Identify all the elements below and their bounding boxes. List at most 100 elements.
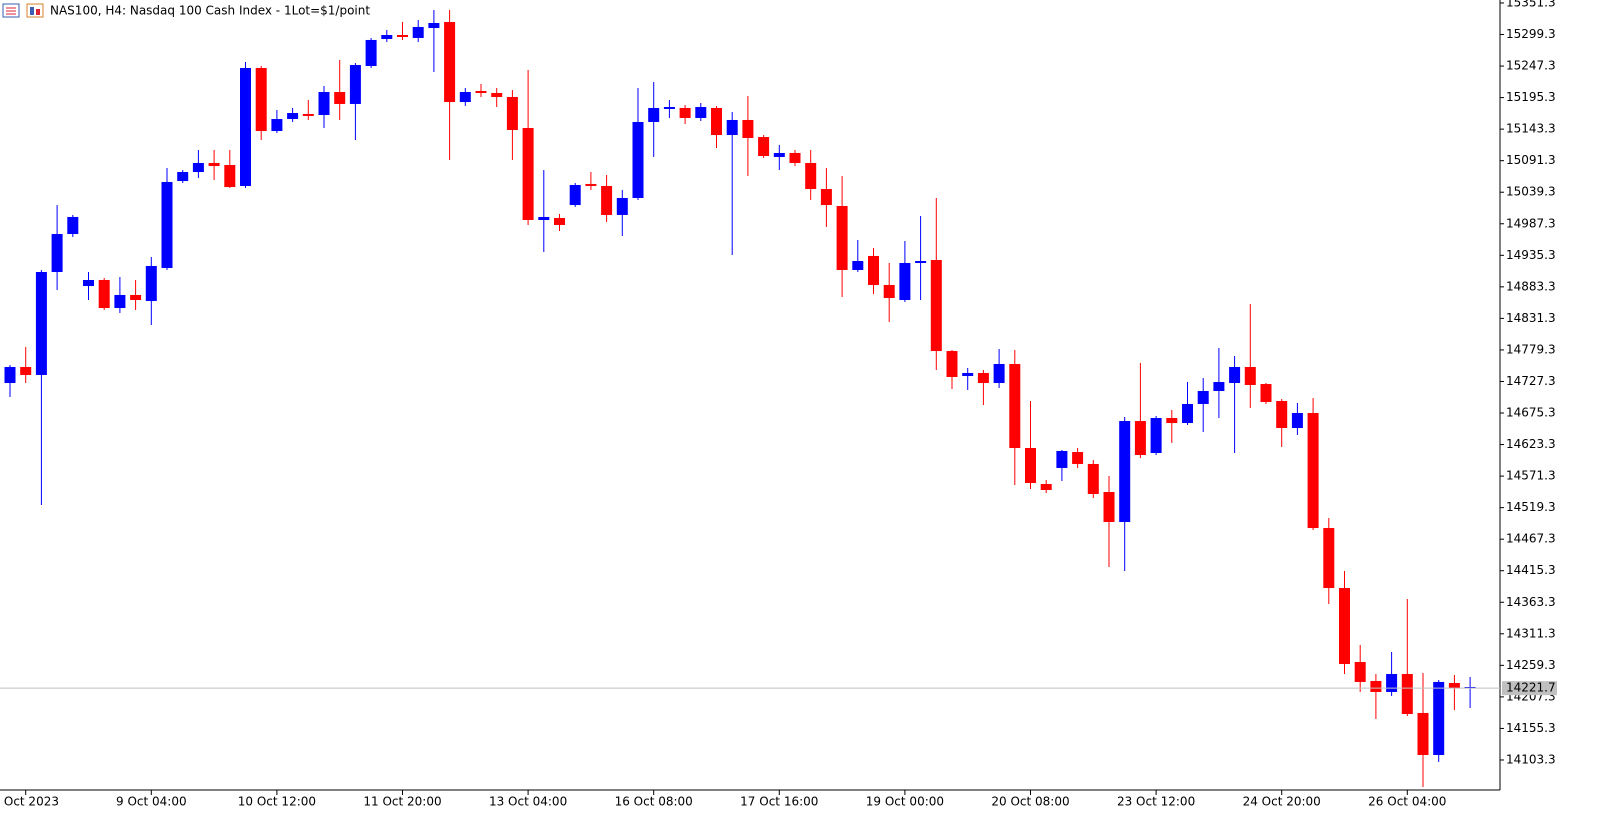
y-tick-label: 14259.3	[1506, 658, 1556, 672]
candle-body	[711, 107, 722, 136]
candle-body	[1354, 662, 1366, 682]
candle-body	[114, 294, 126, 309]
candle-body	[208, 162, 220, 167]
y-tick-label: 14519.3	[1506, 500, 1556, 514]
candle-body	[758, 137, 770, 157]
candle-body	[695, 106, 707, 118]
chart-icon	[2, 3, 44, 18]
y-tick-label: 15195.3	[1506, 90, 1556, 104]
candle-body	[381, 34, 393, 40]
candle-body	[852, 261, 864, 270]
candle-body	[569, 185, 581, 206]
chart-title: NAS100, H4: Nasdaq 100 Cash Index - 1Lot…	[50, 4, 370, 18]
candle-body	[820, 189, 832, 206]
y-tick-label: 14311.3	[1506, 626, 1556, 640]
x-tick-label: 13 Oct 04:00	[489, 795, 567, 809]
icon-bar	[36, 9, 40, 15]
y-tick-label: 14831.3	[1506, 311, 1556, 325]
candle-body	[1276, 401, 1288, 428]
candle-body	[1166, 417, 1178, 424]
y-tick-label: 15351.3	[1506, 0, 1556, 9]
candle-body	[161, 181, 173, 268]
y-tick-label: 14103.3	[1506, 752, 1556, 766]
candle-body	[726, 119, 738, 136]
candle-body	[1323, 528, 1335, 589]
x-tick-label: 10 Oct 12:00	[238, 795, 316, 809]
candle-body	[773, 152, 785, 157]
candle-body	[1056, 450, 1068, 468]
candle-body	[35, 271, 47, 375]
candle-body	[977, 372, 989, 383]
candle-body	[1229, 366, 1241, 383]
price-label-box	[1502, 681, 1557, 696]
candle-body	[1401, 674, 1413, 714]
candle-body	[679, 107, 691, 118]
x-tick-label: 23 Oct 12:00	[1117, 795, 1195, 809]
candle-body	[20, 366, 32, 375]
candle-body	[130, 294, 142, 301]
candle-body	[83, 279, 94, 286]
y-tick-label: 15091.3	[1506, 153, 1556, 167]
candle-body	[1150, 417, 1162, 453]
candle-body	[412, 26, 424, 38]
candle-body	[192, 162, 204, 173]
candle-body	[67, 216, 79, 235]
x-tick-label: 24 Oct 20:00	[1243, 795, 1321, 809]
price-label: 14221.7	[1506, 681, 1556, 695]
icon-chart	[26, 3, 44, 18]
candle-body	[349, 65, 361, 104]
y-tick-label: 14727.3	[1506, 374, 1556, 388]
candle-body	[1182, 403, 1193, 424]
candle-body	[616, 197, 628, 215]
candle-body	[1260, 384, 1272, 402]
candle-body	[1448, 683, 1460, 688]
candle-body	[946, 351, 958, 377]
candle-body	[1291, 413, 1303, 428]
candle-body	[538, 216, 550, 221]
candle-body	[1370, 680, 1382, 692]
y-tick-label: 15039.3	[1506, 185, 1556, 199]
candle-body	[1464, 687, 1476, 689]
candle-body	[522, 127, 534, 221]
candle-body	[271, 119, 283, 132]
candle-body	[51, 234, 63, 272]
y-tick-label: 14779.3	[1506, 342, 1556, 356]
y-tick-label: 14935.3	[1506, 248, 1556, 262]
candle-body	[1040, 483, 1052, 490]
x-tick-label: 5 Oct 2023	[0, 795, 59, 809]
y-tick-label: 14883.3	[1506, 279, 1556, 293]
candle-body	[1213, 382, 1225, 391]
candle-body	[883, 284, 895, 299]
candle-body	[585, 183, 597, 186]
candle-body	[4, 366, 16, 383]
x-tick-label: 16 Oct 08:00	[615, 795, 693, 809]
candle-body	[334, 92, 346, 104]
y-tick-label: 14467.3	[1506, 532, 1556, 546]
x-tick-label: 19 Oct 00:00	[866, 795, 944, 809]
y-tick-label: 15143.3	[1506, 122, 1556, 136]
y-tick-label: 14415.3	[1506, 563, 1556, 577]
x-tick-label: 9 Oct 04:00	[116, 795, 187, 809]
candle-body	[475, 90, 487, 93]
x-tick-label: 20 Oct 08:00	[991, 795, 1069, 809]
candle-body	[302, 113, 314, 116]
candle-body	[1025, 448, 1036, 484]
candle-body	[318, 92, 330, 116]
x-tick-label: 26 Oct 04:00	[1368, 795, 1446, 809]
icon-bar	[30, 7, 34, 15]
candle-body	[145, 265, 157, 301]
candle-body	[1134, 421, 1146, 455]
candle-body	[554, 218, 565, 225]
candle-body	[1009, 364, 1021, 449]
candle-body	[930, 259, 942, 352]
candle-body	[459, 92, 471, 103]
candle-body	[1433, 681, 1445, 756]
candle-body	[240, 67, 251, 186]
candle-body	[663, 106, 675, 110]
y-tick-label: 14623.3	[1506, 437, 1556, 451]
candle-body	[836, 205, 848, 270]
candle-body	[428, 22, 440, 29]
candle-body	[1417, 712, 1429, 756]
y-tick-label: 15247.3	[1506, 59, 1556, 73]
